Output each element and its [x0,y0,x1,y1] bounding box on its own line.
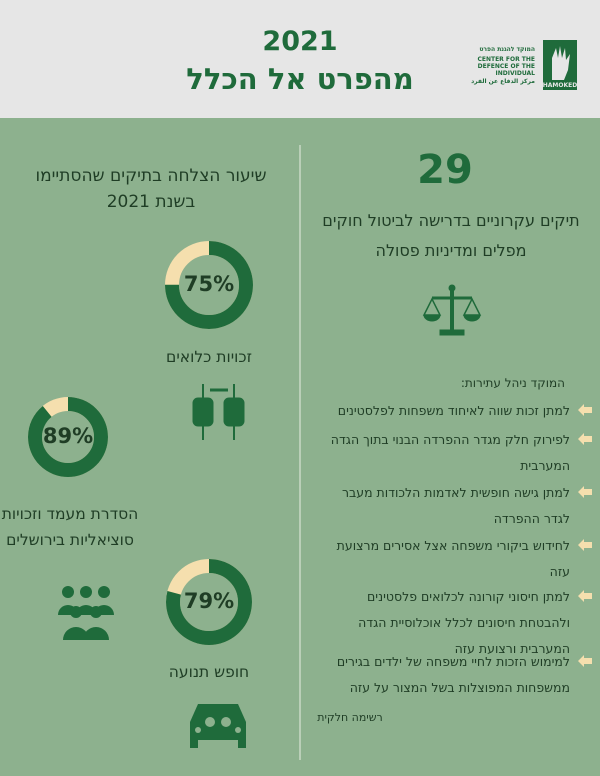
arrow-icon [578,590,592,602]
year: 2021 [262,26,338,57]
description: תיקים עקרוניים בדרישה לביטול חוקים מפלים… [322,211,580,260]
case-count: 29 [417,147,473,193]
arrow-icon [578,433,592,445]
logo-mark: HAMOKED [543,40,577,90]
left-heading: שיעור הצלחה בתיקים שהסתיימו בשנת 2021 [35,166,267,212]
logo-english: CENTER FOR THE DEFENCE OF THE INDIVIDUAL [477,56,535,77]
people-icon [58,586,114,640]
petition-item: למתן חיסוני קורונה לכלואים פלסטינים ולהב… [358,589,570,656]
donut-label: זכויות כלואים [166,348,252,366]
arrow-icon [578,404,592,416]
donut-percent: 79% [183,589,235,613]
list-intro: המוקד ניהל עתירות: [460,376,565,390]
donut-percent: 89% [42,424,94,448]
donut-arc [165,241,253,329]
donut-arc [28,397,108,477]
petition-item: לפירוק חלק מגדר ההפרדה הבנוי בתוך הגדה ה… [330,432,570,473]
arrow-icon [578,539,592,551]
petition-item: למתן זכות שווה לאיחוד משפחות לפלסטינים [337,403,570,418]
logo-arabic: مركز الدفاع عن الفرد [471,78,535,85]
car-icon [190,704,246,748]
petition-item: למתן גישה חופשית לאדמות הלכודות מעבר לגד… [341,485,570,526]
header-band [0,0,600,118]
arrow-icon [578,486,592,498]
donut-label: הסדרת מעמד וזכויות סוציאליות בירושלים [1,505,139,549]
petition-item: לחידוש ביקורי משפחה אצל אסירים מרצועת עז… [336,538,570,579]
handcuffs-icon [192,384,245,440]
petition-item: למימוש הזכות לחיי משפחה של ילדים בגירים … [336,654,570,695]
logo-name: HAMOKED [543,82,577,89]
footnote: רשימה חלקית [317,711,383,724]
donut-label: חופש תנועה [168,663,250,681]
donut-arc [166,559,252,645]
scales-icon [422,284,482,336]
logo-hebrew: המוקד להגנת הפרט [479,46,535,53]
donut-percent: 75% [183,272,235,296]
title: מהפרט אל הכלל [186,62,414,96]
arrow-icon [578,655,592,667]
